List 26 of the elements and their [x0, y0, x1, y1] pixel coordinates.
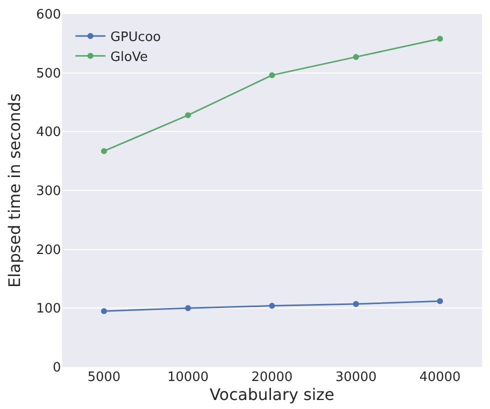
x-tick-label: 20000	[251, 370, 293, 385]
x-tick-label: 10000	[167, 370, 209, 385]
x-tick-label: 5000	[87, 370, 121, 385]
y-tick-label: 200	[36, 242, 61, 258]
point	[185, 112, 191, 118]
point	[269, 302, 275, 309]
point	[437, 298, 443, 304]
point	[437, 36, 443, 42]
point	[185, 305, 191, 312]
y-tick-label: 0	[52, 360, 61, 376]
point	[101, 308, 107, 314]
point	[353, 54, 359, 60]
y-tick-label: 600	[36, 8, 61, 23]
legend-label: GPUcoo	[110, 30, 161, 46]
y-axis-title: Elapsed time in seconds	[5, 93, 24, 288]
y-tick-label: 100	[36, 302, 61, 317]
y-tick-label: 500	[36, 66, 61, 82]
y-tick-label: 400	[36, 125, 61, 140]
point	[101, 148, 107, 154]
point	[353, 301, 359, 308]
x-axis-title: Vocabulary size	[210, 385, 334, 404]
x-tick-label: 30000	[335, 370, 377, 385]
point	[269, 72, 275, 78]
y-tick-label: 300	[36, 184, 61, 200]
legend-label: GloVe	[110, 50, 148, 65]
x-tick-label: 40000	[419, 370, 461, 385]
